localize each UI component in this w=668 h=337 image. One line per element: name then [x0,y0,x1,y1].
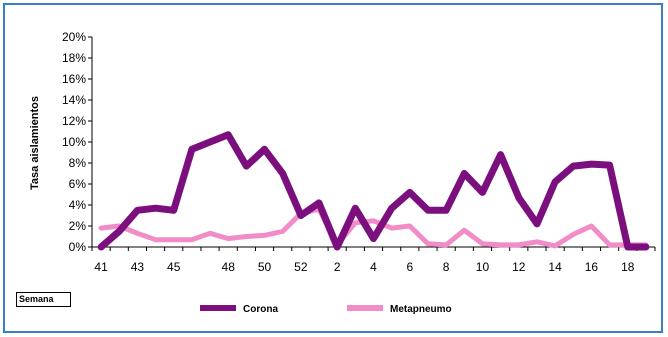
legend: Corona Metapneumo [200,304,452,315]
y-tick-label: 16% [62,72,86,86]
x-tick-label: 50 [258,260,272,274]
y-tick-label: 20% [62,30,86,44]
x-tick-label: 12 [512,260,526,274]
x-tick-label: 45 [167,260,181,274]
y-axis-title: Tasa aislamientos [29,96,41,190]
x-tick-label: 2 [334,260,341,274]
y-tick-label: 10% [62,135,86,149]
x-tick-label: 10 [476,260,490,274]
y-tick-label: 8% [69,156,87,170]
x-tick-label: 8 [443,260,450,274]
y-tick-label: 2% [69,219,87,233]
x-tick-label: 16 [585,260,599,274]
x-tick-label: 14 [548,260,562,274]
y-tick-label: 4% [69,198,87,212]
axes [92,37,655,247]
x-tick-label: 48 [222,260,236,274]
y-tick-label: 6% [69,177,87,191]
y-tick-label: 12% [62,114,86,128]
y-axis-ticks: 0% 2% 4% 6% 8% 10% 12% 14% 16% 18% 20% [62,30,92,254]
x-tick-label: 6 [406,260,413,274]
legend-label: Metapneumo [390,304,452,315]
series-line-corona [101,135,646,247]
legend-label: Corona [243,304,278,315]
x-tick-label: 18 [621,260,635,274]
x-tick-label: 52 [294,260,308,274]
x-tick-label: 43 [131,260,145,274]
x-axis-title: Semana [16,292,71,307]
y-tick-label: 14% [62,93,86,107]
series-lines [101,135,646,247]
y-tick-label: 18% [62,51,86,65]
x-axis-ticks: 41 43 45 48 50 52 2 4 6 8 10 12 14 16 18 [92,247,655,274]
y-tick-label: 0% [69,240,87,254]
x-tick-label: 4 [370,260,377,274]
x-tick-label: 41 [94,260,108,274]
